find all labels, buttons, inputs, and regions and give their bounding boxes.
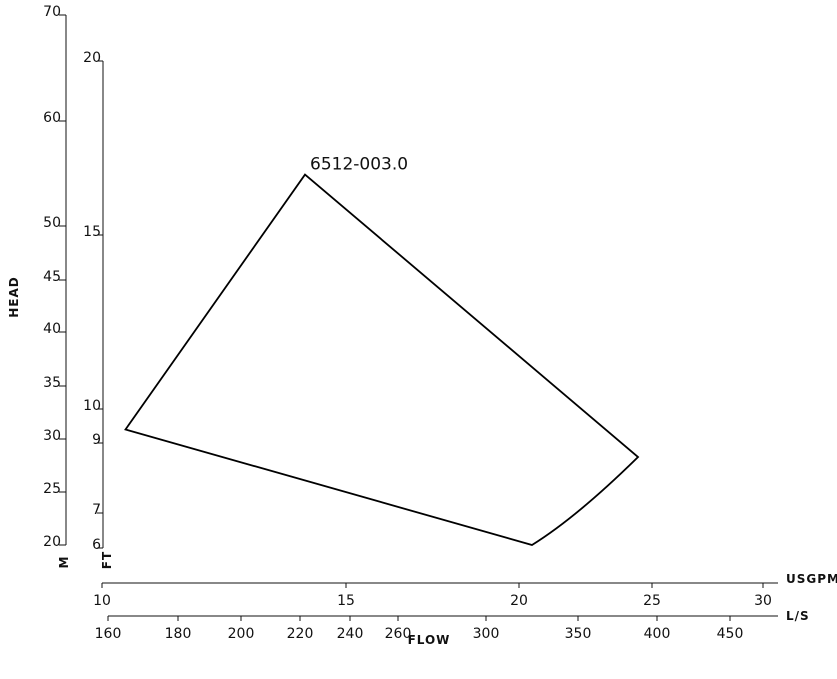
ls-tick-label: 30 xyxy=(754,593,772,609)
series-envelope-0 xyxy=(124,173,640,546)
m-unit-label: M xyxy=(57,556,71,569)
flow-usgpm-axis: 160 180 200 220 240 260 300 350 400 450 USGPM xyxy=(95,572,837,642)
flow-ls-axis: 10 15 20 25 30 L/S xyxy=(93,582,810,623)
ft-tick-label: 70 xyxy=(43,4,61,20)
ft-unit-label: FT xyxy=(100,551,114,569)
usgpm-tick-label: 260 xyxy=(385,626,412,642)
series-label: 6512-003.0 xyxy=(310,155,408,175)
x-axis-label: FLOW xyxy=(408,633,451,647)
m-tick-label: 6 xyxy=(92,537,101,553)
head-m-axis: 6 7 9 10 15 20 M xyxy=(57,50,104,569)
series-layer: 6512-003.0 xyxy=(124,155,640,546)
ls-unit-label: L/S xyxy=(786,609,810,623)
usgpm-tick-label: 220 xyxy=(287,626,314,642)
m-tick-label: 20 xyxy=(83,50,101,66)
y-axis-label: HEAD xyxy=(7,276,21,318)
ft-tick-label: 20 xyxy=(43,534,61,550)
ft-tick-label: 30 xyxy=(43,428,61,444)
usgpm-tick-label: 240 xyxy=(337,626,364,642)
m-tick-label: 9 xyxy=(92,432,101,448)
usgpm-tick-label: 400 xyxy=(644,626,671,642)
ft-tick-label: 35 xyxy=(43,375,61,391)
usgpm-tick-label: 200 xyxy=(228,626,255,642)
usgpm-tick-label: 450 xyxy=(717,626,744,642)
ft-tick-label: 60 xyxy=(43,110,61,126)
m-tick-label: 7 xyxy=(92,502,101,518)
m-tick-label: 10 xyxy=(83,398,101,414)
ls-tick-label: 25 xyxy=(643,593,661,609)
m-tick-label: 15 xyxy=(83,224,101,240)
usgpm-tick-label: 160 xyxy=(95,626,122,642)
usgpm-tick-label: 350 xyxy=(565,626,592,642)
head-ft-axis: 20 25 30 35 40 45 50 60 70 FT xyxy=(43,4,114,569)
usgpm-tick-label: 180 xyxy=(165,626,192,642)
usgpm-tick-label: 300 xyxy=(473,626,500,642)
ls-tick-label: 20 xyxy=(510,593,528,609)
ft-tick-label: 50 xyxy=(43,215,61,231)
ft-tick-label: 25 xyxy=(43,481,61,497)
ft-tick-label: 40 xyxy=(43,321,61,337)
ft-tick-label: 45 xyxy=(43,269,61,285)
ls-tick-label: 10 xyxy=(93,593,111,609)
ls-tick-label: 15 xyxy=(337,593,355,609)
usgpm-unit-label: USGPM xyxy=(786,572,837,586)
